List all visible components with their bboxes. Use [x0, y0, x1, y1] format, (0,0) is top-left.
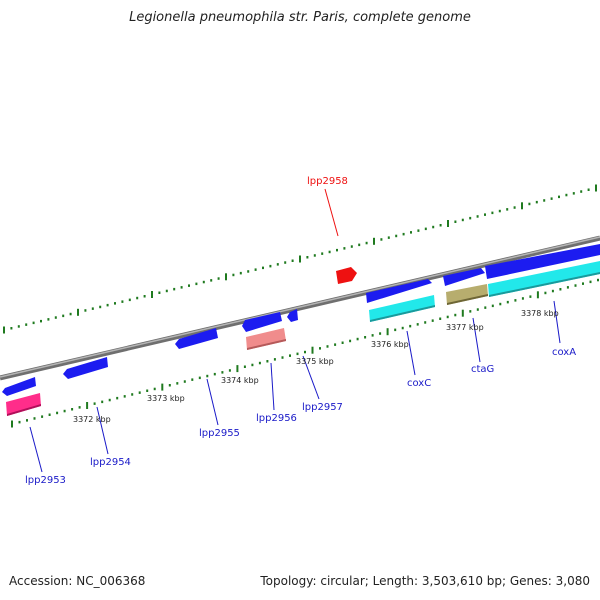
gene-label: ctaG [471, 364, 494, 375]
feature-reverse-cds[interactable] [2, 377, 36, 396]
gene-lpp2954[interactable]: lpp2954 [90, 406, 131, 468]
gene-lpp2953[interactable]: lpp2953 [6, 393, 66, 486]
tick-label: 3376 kbp [371, 340, 409, 349]
feature-forward-cds[interactable] [443, 268, 485, 286]
gene-lpp2957[interactable]: lpp2957 [302, 355, 343, 413]
gene-features: lpp2953 lpp2954 lpp2955 lpp2956 lpp2957 [6, 176, 600, 486]
gene-lpp2958[interactable]: lpp2958 [307, 176, 357, 284]
gene-coxA[interactable]: coxA [488, 261, 600, 358]
gene-lpp2955[interactable]: lpp2955 [199, 378, 240, 439]
tick-label: 3374 kbp [221, 376, 259, 385]
feature-forward-cds[interactable] [485, 244, 600, 279]
gene-label: lpp2956 [256, 413, 297, 424]
gene-label: coxA [552, 347, 576, 358]
gene-ctaG[interactable]: ctaG [446, 284, 494, 375]
tick-label: 3378 kbp [521, 309, 559, 318]
tick-label: 3372 kbp [73, 415, 111, 424]
lower-tick-ring [11, 278, 599, 428]
reverse-strand-features [2, 309, 298, 396]
gene-label: lpp2953 [25, 475, 66, 486]
tick-label: 3375 kbp [296, 357, 334, 366]
feature-reverse-cds[interactable] [175, 328, 218, 349]
accession-text: Accession: NC_006368 [9, 574, 146, 588]
forward-strand-features [366, 244, 600, 303]
feature-reverse-cds[interactable] [287, 309, 298, 322]
genome-summary-text: Topology: circular; Length: 3,503,610 bp… [260, 574, 590, 588]
genome-backbone [0, 235, 600, 381]
tick-label: 3377 kbp [446, 323, 484, 332]
tick-labels: 3372 kbp 3373 kbp 3374 kbp 3375 kbp 3376… [73, 309, 559, 424]
upper-tick-ring [3, 184, 597, 334]
gene-label: lpp2954 [90, 457, 131, 468]
gene-label: lpp2957 [302, 402, 343, 413]
map-title: Legionella pneumophila str. Paris, compl… [129, 10, 471, 25]
gene-lpp2956[interactable]: lpp2956 [246, 328, 297, 424]
feature-reverse-cds[interactable] [242, 312, 282, 332]
gene-label: coxC [407, 378, 431, 389]
feature-reverse-cds[interactable] [63, 357, 108, 379]
feature-forward-cds[interactable] [366, 279, 432, 303]
gene-label: lpp2958 [307, 176, 348, 187]
gene-coxC[interactable]: coxC [369, 295, 435, 389]
gene-label: lpp2955 [199, 428, 240, 439]
tick-label: 3373 kbp [147, 394, 185, 403]
